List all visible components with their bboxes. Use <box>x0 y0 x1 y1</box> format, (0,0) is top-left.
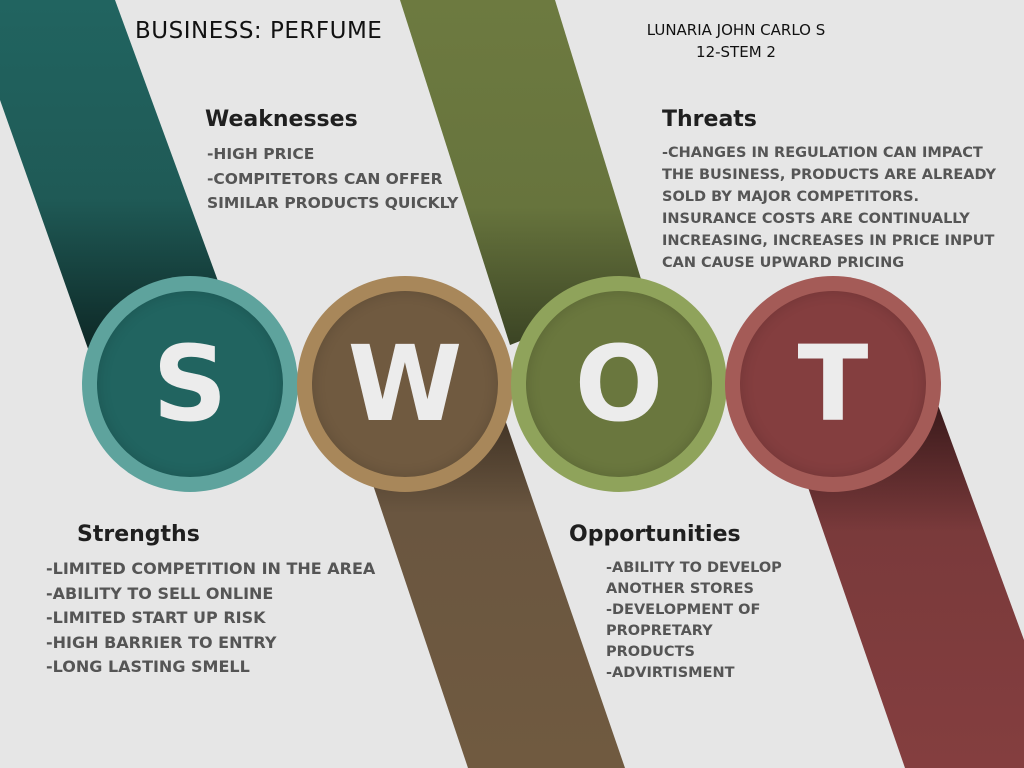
list-item: -HIGH BARRIER TO ENTRY <box>46 632 277 652</box>
threats-title: Threats <box>662 107 757 132</box>
strengths-letter: S <box>152 323 228 445</box>
weaknesses-circle-inner: W <box>312 291 498 477</box>
threats-letter: T <box>797 323 869 445</box>
list-item: -DEVELOPMENT OF PROPRETARY PRODUCTS <box>606 602 761 660</box>
list-item: -HIGH PRICE <box>207 145 315 163</box>
list-item: -COMPITETORS CAN OFFER SIMILAR PRODUCTS … <box>207 169 459 213</box>
opportunities-circle-inner: O <box>526 291 712 477</box>
opportunities-circle: O <box>511 276 727 492</box>
strengths-circle: S <box>82 276 298 492</box>
weaknesses-letter: W <box>347 323 463 445</box>
list-item: -LIMITED START UP RISK <box>46 608 266 627</box>
list-item: -ADVIRTISMENT <box>606 665 735 681</box>
class-section: 12-STEM 2 <box>696 43 776 61</box>
weaknesses-circle: W <box>297 276 513 492</box>
list-item: -LIMITED COMPETITION IN THE AREA <box>46 559 376 578</box>
threats-circle: T <box>725 276 941 492</box>
opportunities-list: -ABILITY TO DEVELOP ANOTHER STORES -DEVEL… <box>606 558 806 684</box>
opportunities-letter: O <box>574 323 664 445</box>
threats-circle-inner: T <box>740 291 926 477</box>
business-title: BUSINESS: PERFUME <box>135 18 383 44</box>
list-item: -CHANGES IN REGULATION CAN IMPACT THE BU… <box>662 145 997 271</box>
list-item: -ABILITY TO DEVELOP ANOTHER STORES <box>606 560 782 597</box>
strengths-list: -LIMITED COMPETITION IN THE AREA -ABILITY… <box>46 557 406 680</box>
ribbon-threats <box>802 405 1024 768</box>
ribbon-weaknesses <box>368 405 625 768</box>
list-item: -ABILITY TO SELL ONLINE <box>46 583 274 603</box>
threats-list: -CHANGES IN REGULATION CAN IMPACT THE BU… <box>662 142 1012 274</box>
author-block: LUNARIA JOHN CARLO S 12-STEM 2 <box>633 19 839 63</box>
ribbon-strengths <box>0 0 222 360</box>
weaknesses-title: Weaknesses <box>205 107 358 132</box>
ribbon-opportunities <box>400 0 645 345</box>
list-item: -LONG LASTING SMELL <box>46 657 250 676</box>
strengths-circle-inner: S <box>97 291 283 477</box>
author-name: LUNARIA JOHN CARLO S <box>646 21 826 39</box>
weaknesses-list: -HIGH PRICE -COMPITETORS CAN OFFER SIMILA… <box>207 142 472 216</box>
strengths-title: Strengths <box>77 522 200 547</box>
opportunities-title: Opportunities <box>569 522 741 547</box>
